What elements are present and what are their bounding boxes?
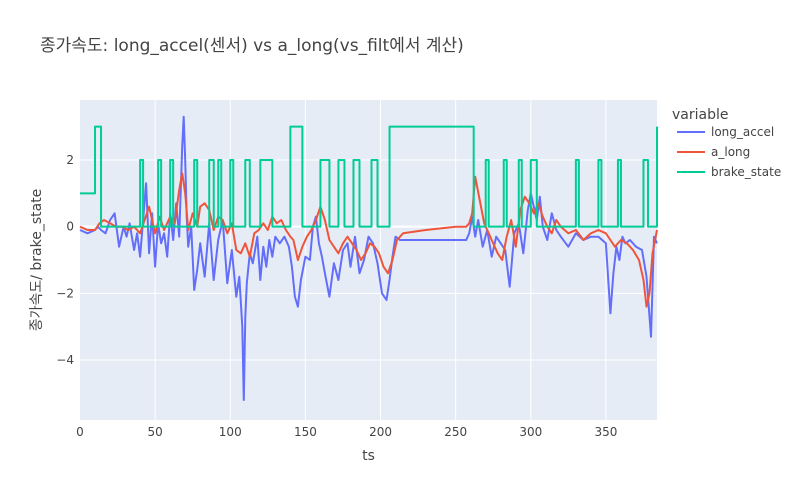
y-tick-label: −2 xyxy=(56,286,74,300)
y-tick-label: 2 xyxy=(66,153,74,167)
y-axis-title: 종가속도/ brake_state xyxy=(29,189,45,332)
x-tick-label: 350 xyxy=(594,425,617,439)
legend-label: long_accel xyxy=(711,125,774,139)
x-axis-title: ts xyxy=(362,448,375,464)
legend-title: variable xyxy=(672,107,728,123)
x-tick-label: 50 xyxy=(147,425,162,439)
series-layer xyxy=(79,115,658,401)
plot-background xyxy=(80,100,657,420)
series-line-brake-state xyxy=(80,125,658,228)
y-axis-ticks: −4 −2 0 2 xyxy=(56,153,74,367)
x-tick-label: 0 xyxy=(76,425,84,439)
x-tick-label: 250 xyxy=(444,425,467,439)
legend-label: a_long xyxy=(711,145,750,159)
x-tick-label: 300 xyxy=(519,425,542,439)
x-tick-label: 150 xyxy=(294,425,317,439)
x-axis-ticks: 0 50 100 150 200 250 300 350 xyxy=(76,425,617,439)
y-tick-label: 0 xyxy=(66,220,74,234)
x-tick-label: 100 xyxy=(219,425,242,439)
chart-title: 종가속도: long_accel(센서) vs a_long(vs_filt에서… xyxy=(40,36,464,56)
y-tick-label: −4 xyxy=(56,353,74,367)
x-tick-label: 200 xyxy=(369,425,392,439)
legend-label: brake_state xyxy=(711,165,781,179)
legend: variable long_accel a_long brake_state xyxy=(672,107,781,179)
